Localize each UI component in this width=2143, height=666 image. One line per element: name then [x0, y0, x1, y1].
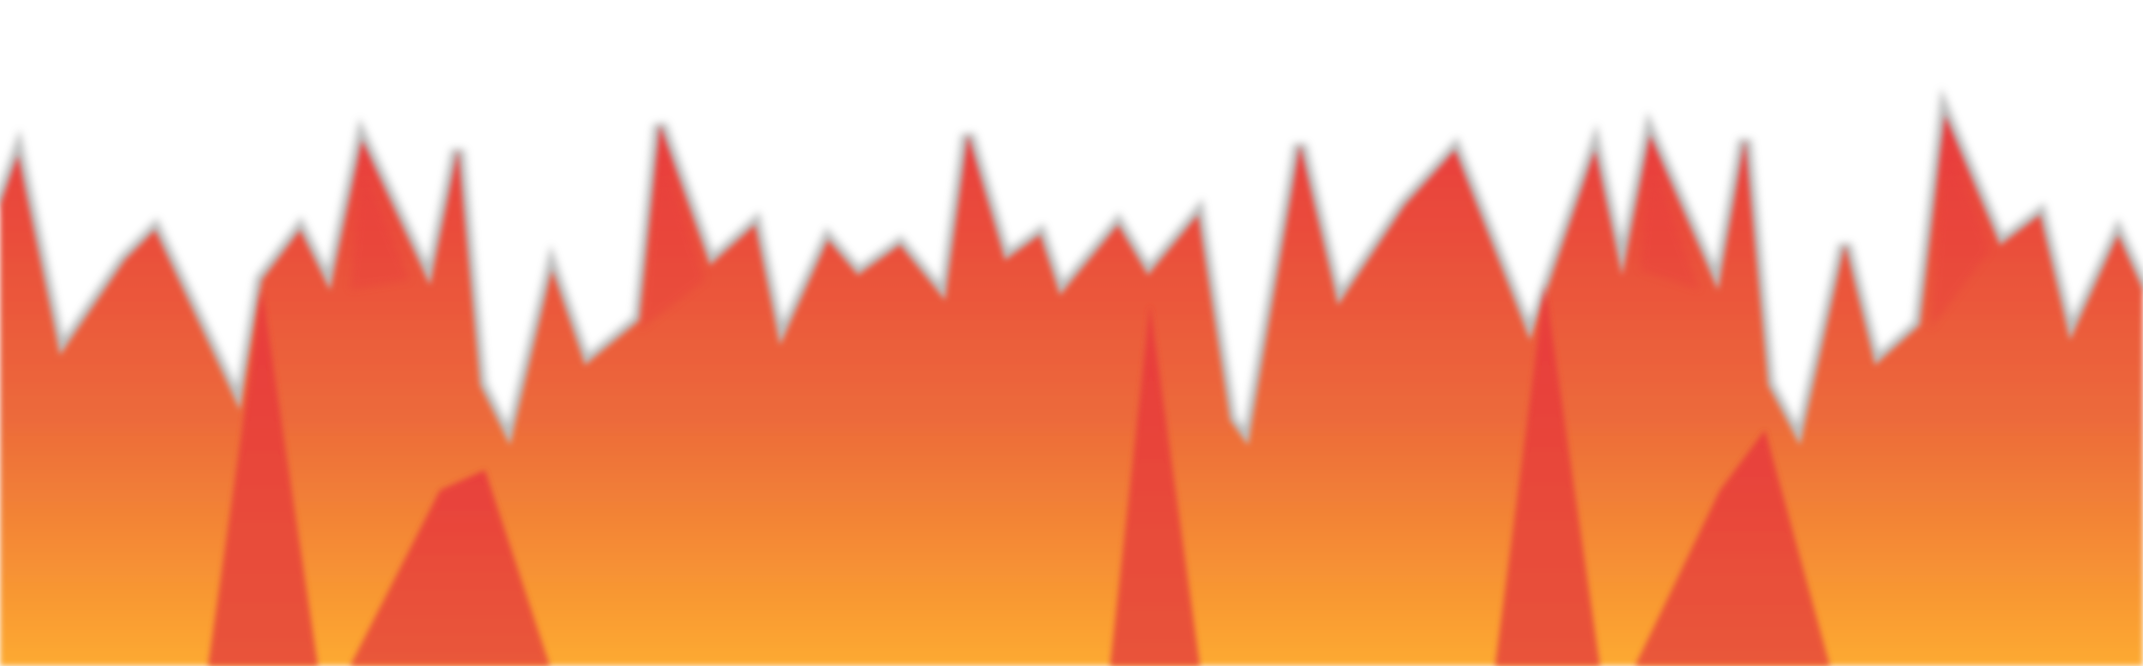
flame-tongue-2	[350, 470, 550, 666]
flame-tongue-5	[1635, 430, 1830, 666]
flame-tongue-1	[208, 290, 318, 666]
flame-tongue-4	[1495, 285, 1600, 666]
flame-highlight	[350, 140, 1990, 330]
flame-body	[0, 115, 2143, 666]
flame-tongue-3	[1110, 305, 1200, 666]
